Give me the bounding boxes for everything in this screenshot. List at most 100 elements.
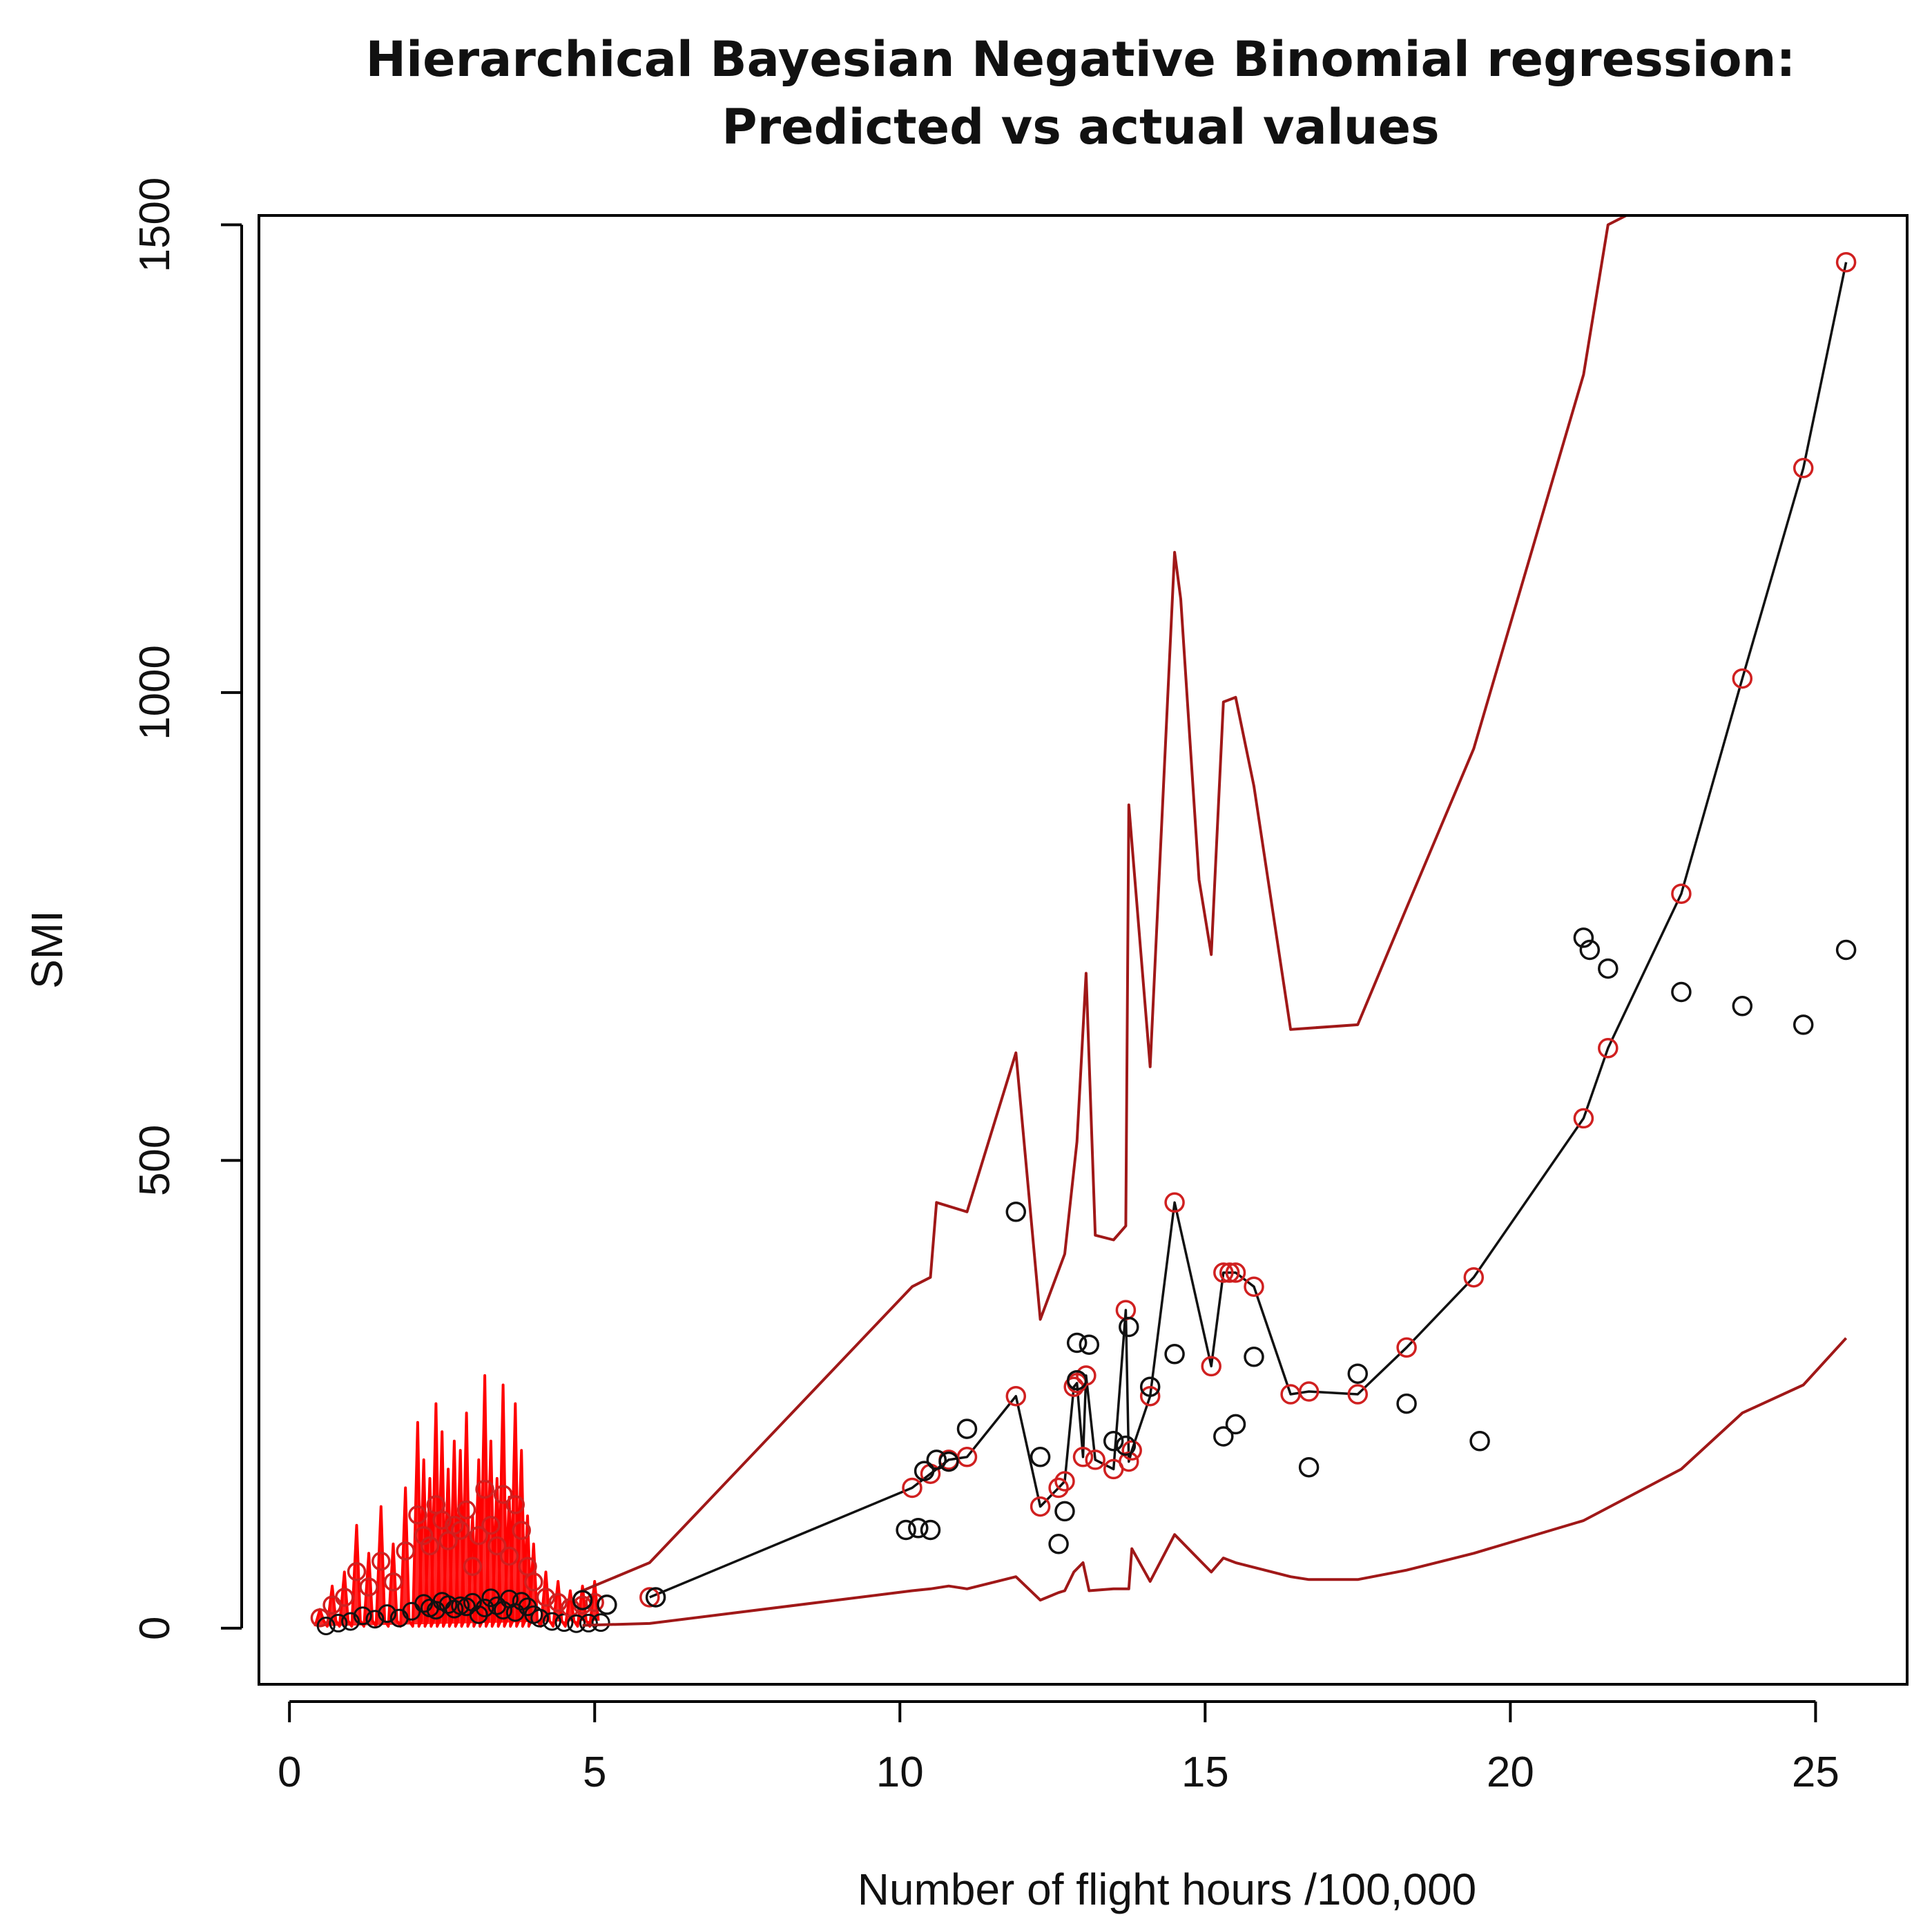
series-predicted-point	[956, 1447, 978, 1467]
x-tick-label: 20	[1487, 1749, 1534, 1796]
series-actual-point	[920, 1519, 941, 1541]
series-predicted-point	[1213, 1262, 1234, 1283]
series-actual-point	[645, 1587, 666, 1608]
band-lowvalue-actual-point	[494, 1601, 513, 1620]
band-lowvalue-spikes	[313, 1374, 600, 1628]
plot-frame	[258, 214, 1909, 1686]
band-lowvalue-actual-point	[353, 1606, 372, 1626]
band-lowvalue-point	[420, 1536, 440, 1556]
band-lowvalue-actual-point	[512, 1592, 531, 1611]
band-lowvalue-point	[335, 1588, 354, 1607]
band-lowvalue-actual-point	[341, 1612, 360, 1631]
series-predicted-point	[1793, 458, 1814, 479]
series-actual-point	[1030, 1447, 1051, 1467]
band-lowvalue-point	[383, 1572, 403, 1592]
band-lowvalue-point	[456, 1500, 476, 1520]
series-actual-point	[1054, 1501, 1075, 1522]
band-lowvalue-actual-point	[438, 1595, 458, 1615]
series-predicted-point	[1054, 1471, 1075, 1492]
series-actual-point	[1213, 1426, 1234, 1447]
band-lowvalue-point	[487, 1536, 507, 1556]
band-lowvalue-point	[445, 1515, 464, 1535]
series-actual-point	[1579, 939, 1601, 961]
band-lowvalue-point	[536, 1588, 556, 1607]
band-lowvalue-point	[548, 1592, 568, 1612]
series-actual-point	[1793, 1014, 1814, 1035]
band-lowvalue-point	[499, 1546, 519, 1566]
series-actual-point	[1079, 1334, 1100, 1355]
series-actual-point	[1048, 1534, 1069, 1554]
x-tick-label: 25	[1792, 1749, 1839, 1796]
band-lowvalue-point	[481, 1515, 501, 1535]
series-actual-point	[896, 1519, 916, 1541]
series-predicted-point	[1598, 1038, 1619, 1059]
series-predicted-point	[1244, 1276, 1264, 1297]
band-lowvalue-point	[475, 1479, 494, 1499]
series-actual-point	[908, 1518, 929, 1539]
x-tick-label: 15	[1181, 1749, 1229, 1796]
band-lowvalue-point	[450, 1521, 470, 1540]
band-lowvalue-actual-point	[542, 1612, 561, 1631]
band-lowvalue-actual-point	[329, 1613, 348, 1633]
band-lowvalue-actual-point	[451, 1596, 470, 1615]
band-lowvalue-point	[585, 1592, 604, 1612]
series-predicted-point	[1732, 668, 1753, 689]
x-tick-label: 10	[876, 1749, 924, 1796]
series-predicted-point	[902, 1477, 922, 1499]
series-actual-point	[597, 1595, 617, 1615]
series-predicted-point	[1072, 1447, 1094, 1467]
series-actual-point	[1469, 1431, 1490, 1452]
series-predicted-point	[1030, 1496, 1051, 1517]
series-actual-point	[938, 1451, 959, 1472]
y-tick-label: 0	[131, 1616, 179, 1639]
series-predicted-point	[1463, 1267, 1485, 1288]
series-predicted-point	[1139, 1385, 1161, 1407]
series-predicted-point	[1201, 1356, 1221, 1377]
series-predicted-point	[639, 1587, 660, 1608]
y-tick-label: 1000	[131, 645, 179, 740]
series-predicted-point	[1835, 251, 1857, 273]
series-upper-bound-line	[581, 215, 1627, 1592]
series-actual-point	[572, 1590, 593, 1610]
series-actual-point	[1119, 1316, 1139, 1338]
band-lowvalue-actual-point	[365, 1610, 385, 1629]
series-predicted-point	[1048, 1477, 1069, 1499]
series-predicted-point	[1119, 1451, 1139, 1472]
x-tick-label: 0	[278, 1749, 301, 1796]
series-predicted-line	[649, 262, 1848, 1599]
band-lowvalue-actual-point	[475, 1599, 494, 1617]
y-axis-label: SMI	[22, 910, 72, 989]
band-lowvalue-actual-point	[469, 1605, 488, 1624]
series-predicted-point	[1671, 883, 1692, 904]
series-lower-bound-line	[582, 1337, 1848, 1627]
series-actual-point	[1225, 1414, 1246, 1435]
band-lowvalue-actual-point	[530, 1608, 550, 1628]
series-actual-point	[1244, 1347, 1264, 1367]
chart-title-line-2: Predicted vs actual values	[722, 99, 1439, 155]
band-lowvalue-point	[408, 1505, 427, 1525]
x-axis-label: Number of flight hours /100,000	[858, 1865, 1477, 1914]
x-tick-label: 5	[583, 1749, 606, 1796]
series-actual-point	[956, 1418, 978, 1439]
band-lowvalue-actual-point	[505, 1603, 525, 1622]
series-actual-point	[1835, 939, 1857, 961]
band-lowvalue-actual-point	[591, 1613, 610, 1633]
series-actual-point	[914, 1461, 935, 1481]
band-lowvalue-actual-point	[378, 1604, 397, 1624]
series-actual-point	[1103, 1431, 1124, 1452]
band-lowvalue-point	[512, 1521, 531, 1540]
series-predicted-point	[1298, 1381, 1320, 1402]
band-lowvalue-actual-point	[316, 1617, 336, 1635]
series-actual-point	[1066, 1369, 1088, 1391]
series-actual-point	[1671, 981, 1692, 1003]
plot-layer	[310, 215, 1857, 1635]
y-tick-label: 500	[131, 1125, 179, 1196]
y-axis: 0 500 1000 1500	[131, 177, 243, 1640]
series-actual-point	[926, 1450, 947, 1470]
series-actual-point	[1732, 996, 1753, 1017]
series-predicted-point	[1164, 1192, 1185, 1213]
series-predicted-point	[1225, 1262, 1246, 1283]
series-actual-point	[1139, 1376, 1161, 1397]
